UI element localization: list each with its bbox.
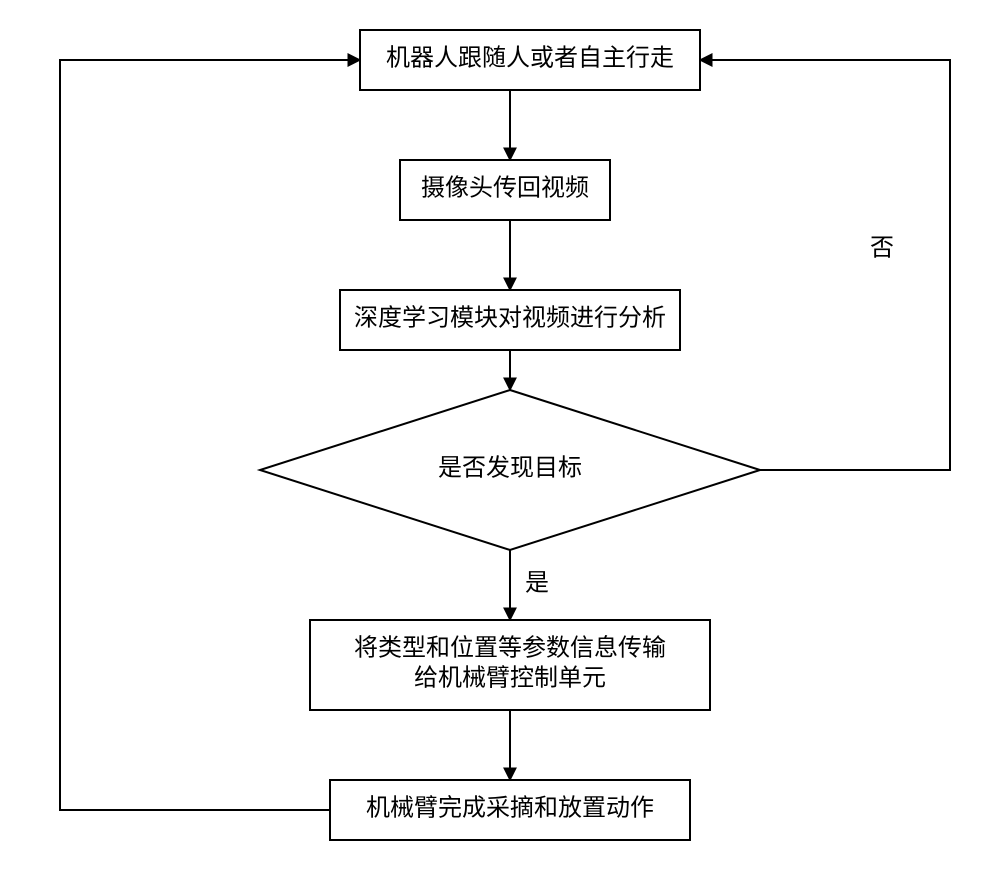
- node-n4-text: 是否发现目标: [438, 455, 582, 482]
- node-n6: 机械臂完成采摘和放置动作: [330, 780, 690, 840]
- node-n3-text: 深度学习模块对视频进行分析: [354, 305, 666, 332]
- node-n6-text: 机械臂完成采摘和放置动作: [366, 795, 654, 822]
- node-n5: 将类型和位置等参数信息传输给机械臂控制单元: [310, 620, 710, 710]
- node-n4: 是否发现目标: [260, 390, 760, 550]
- edge-e6: [700, 60, 950, 470]
- node-n2: 摄像头传回视频: [400, 160, 610, 220]
- node-n1-text: 机器人跟随人或者自主行走: [386, 45, 674, 72]
- node-n5-text: 将类型和位置等参数信息传输: [354, 635, 666, 662]
- edge-e4-label: 是: [525, 571, 549, 597]
- node-n3: 深度学习模块对视频进行分析: [340, 290, 680, 350]
- node-n2-text: 摄像头传回视频: [421, 175, 589, 202]
- edge-e6-label: 否: [870, 236, 894, 262]
- node-n1: 机器人跟随人或者自主行走: [360, 30, 700, 90]
- node-n5-text: 给机械臂控制单元: [414, 665, 606, 692]
- flowchart-canvas: 机器人跟随人或者自主行走摄像头传回视频深度学习模块对视频进行分析是否发现目标将类…: [0, 0, 1000, 891]
